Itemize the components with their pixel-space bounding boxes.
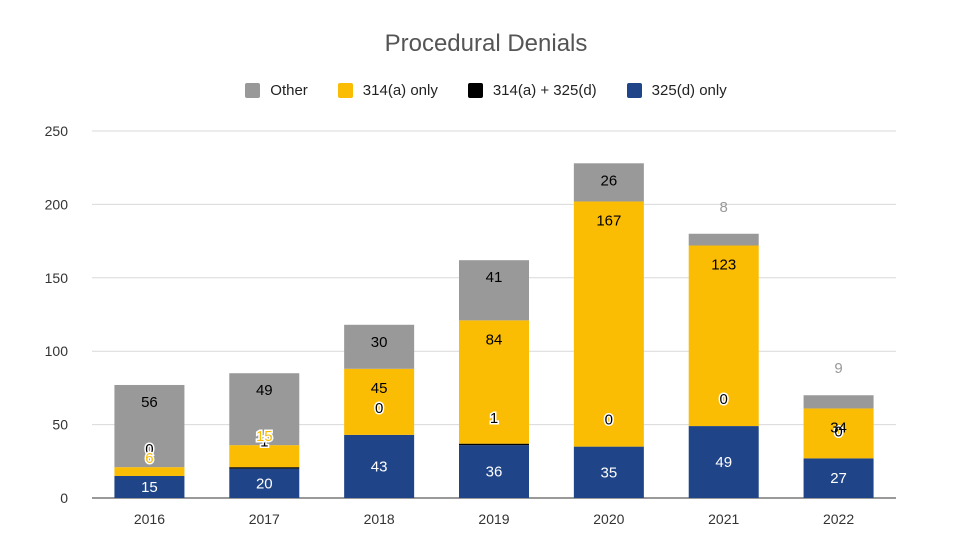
data-label: 49 [715,454,732,471]
legend: Other 314(a) only 314(a) + 325(d) 325(d)… [0,82,972,99]
y-tick-label: 250 [45,123,69,139]
data-label: 43 [371,458,388,475]
data-label: 0 [375,400,383,417]
data-label: 0 [720,391,728,408]
data-label: 49 [256,382,273,399]
bar-segment [459,320,529,444]
y-tick-label: 200 [45,196,69,212]
bar-segment [114,467,185,476]
bar-segment [688,245,759,427]
data-label: 41 [486,269,503,286]
legend-swatch-other [245,83,261,98]
legend-swatch-314a-only [337,83,353,98]
legend-label-other: Other [270,82,308,99]
legend-label-325d-only: 325(d) only [651,82,727,99]
data-label: 15 [141,479,158,496]
bar-segment [114,384,185,468]
data-label: 20 [256,475,273,492]
bar-segment [573,446,644,498]
data-label: 123 [711,257,736,274]
data-label: 167 [596,212,621,229]
bar-segment [573,163,644,202]
bar-segment [114,475,185,498]
legend-swatch-314a-325d [467,83,483,98]
bar-segment [229,467,300,469]
bar-segment [229,373,300,446]
x-tick-label: 2020 [593,511,624,527]
data-label: 0 [145,441,153,458]
bar-segment [688,426,759,498]
legend-swatch-325d-only [626,83,642,98]
data-label: 0 [834,423,842,440]
legend-item-314a-325d: 314(a) + 325(d) [467,82,597,99]
bar-segment [344,434,415,498]
bar-segment [459,443,529,446]
x-tick-label: 2021 [708,511,739,527]
bar-segment [459,260,529,321]
bar-segment [459,445,529,498]
data-label: 0 [605,412,613,429]
data-label: 15 [256,428,273,445]
bar-segment [344,368,415,435]
bar-segment [803,458,874,498]
data-label: 8 [720,199,728,216]
data-label: 34 [830,419,847,436]
data-label: 1 [260,434,268,451]
data-label: 84 [486,331,503,348]
bar-segment [229,445,300,468]
bar-segment [803,395,874,409]
bar-segment [803,408,874,459]
data-label: 1 [490,410,498,427]
data-label: 36 [486,464,503,481]
data-label: 45 [371,380,388,397]
data-label: 35 [601,464,618,481]
data-label: 9 [834,360,842,377]
data-label: 56 [141,394,158,411]
legend-label-314a-only: 314(a) only [362,82,438,99]
bar-segment [229,468,300,498]
y-tick-label: 150 [45,270,69,286]
y-tick-label: 0 [60,490,68,506]
bar-segment [573,201,644,447]
legend-item-325d-only: 325(d) only [626,82,727,99]
legend-label-314a-325d: 314(a) + 325(d) [492,82,597,99]
x-tick-label: 2017 [249,511,280,527]
legend-item-314a-only: 314(a) only [337,82,438,99]
x-tick-label: 2016 [134,511,165,527]
x-tick-label: 2018 [364,511,395,527]
chart-title: Procedural Denials [384,30,588,57]
y-tick-label: 50 [52,417,68,433]
data-label: 30 [371,334,388,351]
legend-item-other: Other [245,82,308,99]
data-label: 6 [145,450,153,467]
x-tick-label: 2019 [478,511,509,527]
bar-segment [688,233,759,246]
y-tick-label: 100 [45,343,69,359]
data-label: 27 [830,470,847,487]
bar-segment [344,324,415,369]
data-label: 26 [601,172,618,189]
x-tick-label: 2022 [823,511,854,527]
